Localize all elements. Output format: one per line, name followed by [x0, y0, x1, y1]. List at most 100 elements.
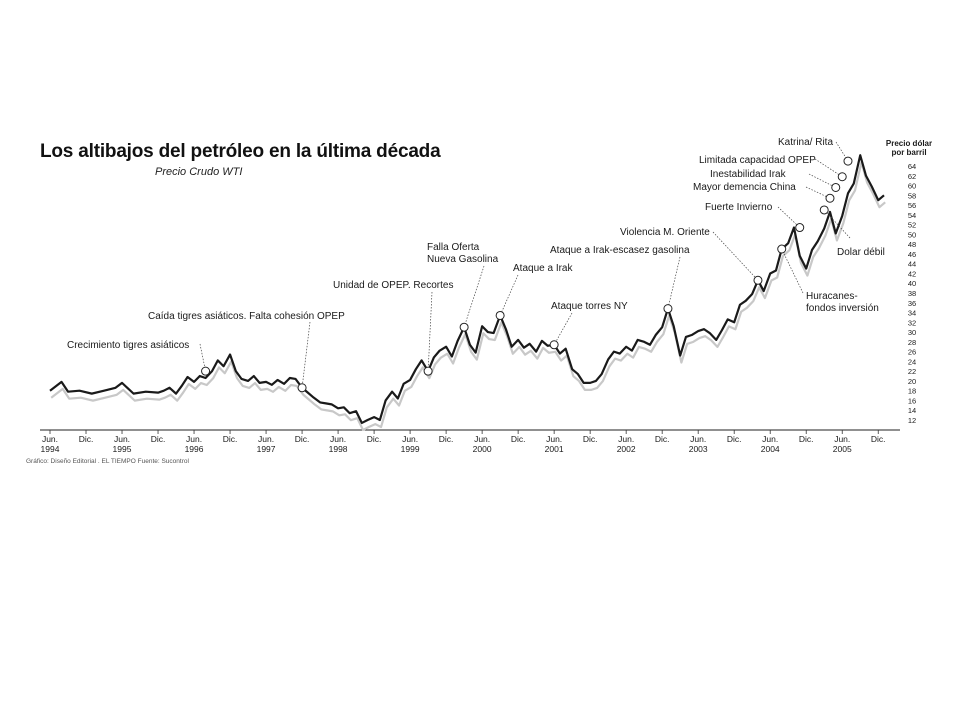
x-tick-year-label: 1998 — [329, 444, 348, 454]
x-tick-year-label: 1994 — [41, 444, 60, 454]
annotation-leader — [667, 256, 681, 309]
annotation-label: Ataque torres NY — [551, 301, 628, 312]
annotation-leader — [823, 209, 851, 239]
y-tick-label: 30 — [908, 328, 916, 337]
x-tick-label: Jun. — [42, 434, 58, 444]
y-axis-label-line1: Precio dólar — [886, 139, 932, 148]
x-tick-label: Jun. — [114, 434, 130, 444]
y-tick-label: 58 — [908, 191, 916, 200]
annotation-marker — [795, 223, 805, 233]
annotation-label: Ataque a Irak-escasez gasolina — [550, 245, 690, 256]
x-tick-year-label: 2003 — [689, 444, 708, 454]
x-tick-label: Dic. — [727, 434, 742, 444]
x-tick-label: Dic. — [223, 434, 238, 444]
y-tick-label: 14 — [908, 406, 916, 415]
y-tick-label: 12 — [908, 416, 916, 425]
x-tick-year-label: 1995 — [113, 444, 132, 454]
y-tick-label: 64 — [908, 162, 916, 171]
y-tick-label: 52 — [908, 221, 916, 230]
annotation-label: Crecimiento tigres asiáticos — [67, 340, 189, 351]
x-tick-label: Jun. — [402, 434, 418, 444]
y-tick-label: 18 — [908, 387, 916, 396]
annotation-marker — [837, 172, 847, 182]
x-tick-year-label: 1999 — [401, 444, 420, 454]
annotation-leader — [712, 231, 759, 281]
y-tick-label: 16 — [908, 396, 916, 405]
annotation-label: Limitada capacidad OPEP — [699, 155, 816, 166]
x-tick-label: Jun. — [690, 434, 706, 444]
annotation-label: Huracanes- — [806, 291, 858, 302]
annotation-marker — [825, 193, 835, 203]
y-tick-label: 60 — [908, 182, 916, 191]
annotation-marker — [663, 304, 673, 314]
annotation-marker — [843, 156, 853, 166]
y-tick-label: 34 — [908, 309, 916, 318]
annotation-marker — [777, 244, 787, 254]
annotation-marker — [423, 366, 433, 376]
annotation-label: Dolar débil — [837, 247, 885, 258]
x-tick-label: Dic. — [151, 434, 166, 444]
y-tick-label: 54 — [908, 211, 916, 220]
annotation-label: Ataque a Irak — [513, 263, 573, 274]
annotation-marker — [831, 182, 841, 192]
annotation-label: Unidad de OPEP. Recortes — [333, 280, 453, 291]
price-series-line — [49, 154, 885, 425]
annotation-marker — [819, 205, 829, 215]
y-tick-label: 44 — [908, 260, 916, 269]
y-tick-label: 24 — [908, 357, 916, 366]
annotation-marker — [495, 310, 505, 320]
annotation-label-line2: Nueva Gasolina — [427, 254, 499, 265]
annotation-label: Mayor demencia China — [693, 182, 796, 193]
x-tick-year-label: 2000 — [473, 444, 492, 454]
x-tick-year-label: 1996 — [185, 444, 204, 454]
x-tick-label: Dic. — [511, 434, 526, 444]
annotation-leader — [814, 158, 843, 178]
annotation-marker — [297, 383, 307, 393]
annotation-leader — [553, 312, 573, 345]
annotation-label: Caída tigres asiáticos. Falta cohesión O… — [148, 311, 345, 322]
annotation-marker — [549, 340, 559, 350]
x-tick-label: Dic. — [367, 434, 382, 444]
y-tick-label: 36 — [908, 299, 916, 308]
chart-title: Los altibajos del petróleo en la última … — [40, 141, 441, 162]
annotation-marker — [201, 366, 211, 376]
annotation-leader — [781, 248, 804, 294]
chart-credits: Gráfico: Diseño Editorial . EL TIEMPO Fu… — [26, 458, 189, 465]
annotation-label-line2: fondos inversión — [806, 303, 879, 314]
x-tick-label: Dic. — [655, 434, 670, 444]
y-tick-label: 38 — [908, 289, 916, 298]
x-tick-year-label: 2002 — [617, 444, 636, 454]
annotation-marker — [459, 322, 469, 332]
y-tick-label: 26 — [908, 348, 916, 357]
x-tick-label: Dic. — [79, 434, 94, 444]
y-tick-label: 50 — [908, 230, 916, 239]
x-tick-label: Jun. — [618, 434, 634, 444]
annotation-label: Inestabilidad Irak — [710, 169, 787, 180]
y-tick-label: 46 — [908, 250, 916, 259]
annotation-leader — [499, 274, 519, 316]
annotation-label: Fuerte Invierno — [705, 202, 773, 213]
y-axis-label-line2: por barril — [891, 148, 926, 157]
x-tick-label: Jun. — [330, 434, 346, 444]
x-tick-year-label: 2004 — [761, 444, 780, 454]
y-tick-label: 48 — [908, 240, 916, 249]
x-tick-year-label: 2005 — [833, 444, 852, 454]
y-tick-label: 20 — [908, 377, 916, 386]
y-tick-label: 40 — [908, 279, 916, 288]
x-tick-label: Jun. — [762, 434, 778, 444]
annotation-marker — [753, 275, 763, 285]
x-tick-label: Dic. — [871, 434, 886, 444]
x-tick-label: Jun. — [546, 434, 562, 444]
annotation-label: Katrina/ Rita — [778, 137, 833, 148]
annotation-leader — [301, 321, 311, 388]
x-tick-year-label: 2001 — [545, 444, 564, 454]
x-tick-label: Dic. — [583, 434, 598, 444]
x-tick-label: Jun. — [258, 434, 274, 444]
y-tick-label: 28 — [908, 338, 916, 347]
annotation-leader — [777, 206, 800, 228]
x-tick-label: Jun. — [186, 434, 202, 444]
y-tick-label: 42 — [908, 269, 916, 278]
annotation-label: Violencia M. Oriente — [620, 227, 710, 238]
